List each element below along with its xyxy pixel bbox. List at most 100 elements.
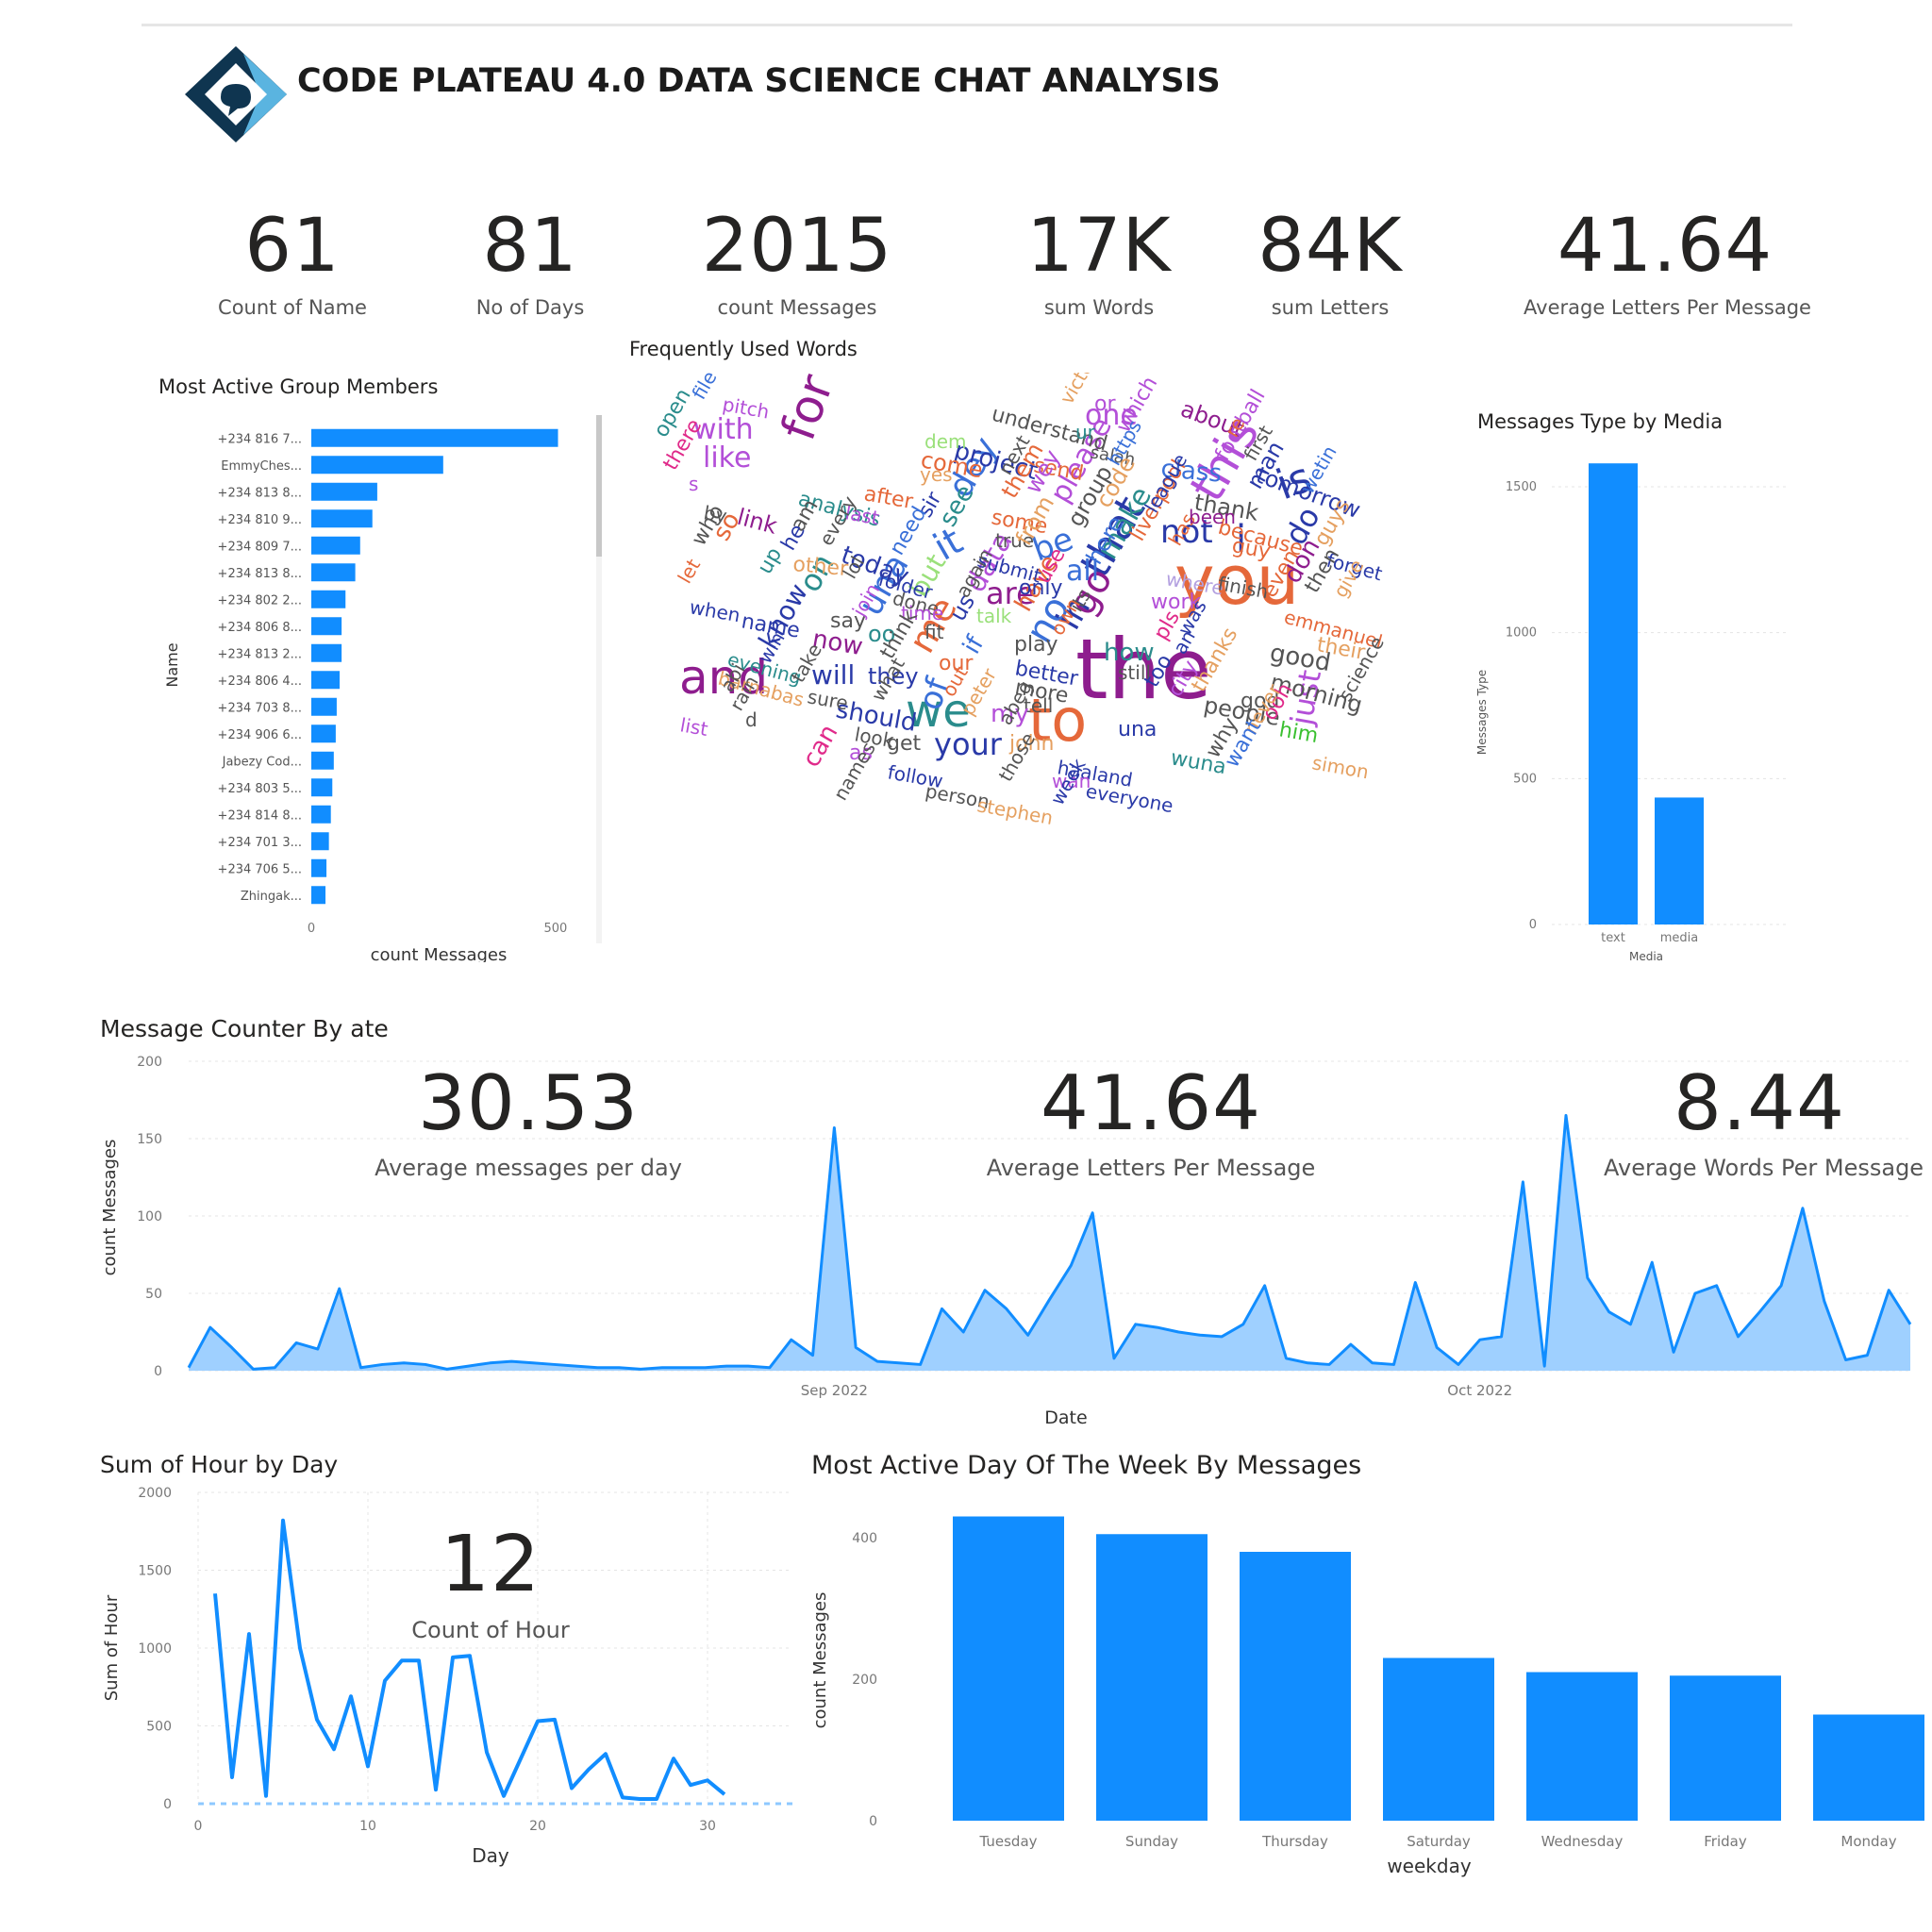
wordcloud-title: Frequently Used Words: [629, 338, 858, 360]
word: john: [1008, 732, 1054, 756]
weekday-bar: [1813, 1714, 1924, 1821]
word: and: [679, 650, 768, 705]
kpi-sum-letters: 84K sum Letters: [1236, 209, 1424, 319]
kpi-value: 12: [440, 1520, 541, 1609]
weekday-bar: [953, 1516, 1064, 1821]
y-tick-label: 1500: [1506, 480, 1537, 494]
y-tick-label: 50: [145, 1287, 162, 1302]
x-tick-label: Wednesday: [1541, 1833, 1624, 1850]
top-divider: [142, 24, 1792, 26]
media-bar-chart: 0 500 1000 1500 text media Media Messages Type: [1475, 463, 1788, 963]
weekday-bar: [1240, 1552, 1351, 1821]
y-tick-label: 200: [852, 1673, 877, 1688]
member-label: +234 813 8...: [218, 567, 302, 581]
word: not: [1160, 513, 1213, 551]
member-label: EmmyChes...: [221, 459, 302, 474]
kpi-value: 41.64: [1557, 204, 1774, 289]
word: all: [1066, 555, 1099, 588]
member-label: +234 816 7...: [218, 432, 302, 446]
member-bar: [311, 563, 356, 582]
member-label: +234 813 2...: [218, 647, 302, 661]
weekday-bar-chart: 0 200 400 Tuesday Sunday Thursday Saturday Wedn…: [810, 1516, 1924, 1877]
member-bar: [311, 643, 342, 662]
word: una: [1118, 718, 1157, 741]
x-tick-label: 20: [529, 1819, 546, 1834]
word: with: [693, 413, 754, 446]
word: we: [906, 685, 971, 738]
word: can: [797, 720, 843, 772]
kpi-label: count Messages: [717, 296, 877, 319]
member-label: +234 810 9...: [218, 513, 302, 527]
word: by: [702, 501, 728, 527]
media-bar: [1589, 463, 1638, 924]
kpi-label: Average messages per day: [375, 1155, 682, 1181]
y-axis-label: Messages Type: [1475, 670, 1489, 755]
scrollbar-track: [596, 415, 602, 943]
y-axis-label: count Messages: [100, 1140, 120, 1276]
y-tick-label: 1000: [138, 1641, 172, 1657]
hours-chart-title: Sum of Hour by Day: [100, 1451, 339, 1478]
x-tick-label: 0: [194, 1819, 203, 1834]
x-axis-label: Date: [1044, 1407, 1087, 1428]
member-bar: [311, 590, 346, 608]
word: to: [1028, 686, 1087, 755]
message-timeline-area-chart: 0 50 100 150 200 Sep 2022 Oct 2022 Date count Me…: [100, 1055, 1912, 1428]
members-chart-title: Most Active Group Members: [158, 375, 439, 398]
kpi-label: sum Words: [1043, 296, 1155, 319]
member-bar: [311, 832, 329, 851]
x-tick-label: Oct 2022: [1447, 1382, 1512, 1399]
word: s: [689, 473, 698, 495]
member-bar: [311, 724, 336, 743]
word: i: [1236, 518, 1246, 561]
member-bar: [311, 805, 331, 824]
member-bar: [311, 886, 326, 905]
kpi-label: Average Letters Per Message: [986, 1155, 1316, 1181]
member-bar: [311, 858, 327, 877]
word: your: [934, 726, 1003, 762]
x-axis-label: Media: [1629, 950, 1663, 963]
kpi-average-words-per-message: 8.44 Average Words Per Message: [1604, 1066, 1924, 1182]
word: up: [754, 543, 788, 578]
media-bar: [1655, 797, 1704, 924]
word: are: [986, 575, 1035, 611]
word: d: [745, 708, 758, 731]
member-bar: [311, 536, 360, 555]
member-label: +234 803 5...: [218, 782, 302, 796]
y-tick-label: 1000: [1506, 626, 1537, 641]
word: let: [674, 555, 706, 587]
x-axis-label: count Messages: [371, 945, 508, 962]
kpi-no-of-days: 81 No of Days: [436, 209, 625, 319]
word: class: [1159, 455, 1223, 489]
member-bar: [311, 428, 558, 447]
member-bar: [311, 509, 373, 528]
word: time: [901, 602, 943, 625]
word: our: [939, 652, 974, 675]
kpi-value: 41.64: [1040, 1059, 1262, 1147]
word: yes: [920, 463, 953, 486]
kpi-average-messages-per-day: 30.53 Average messages per day: [358, 1066, 698, 1182]
y-tick-label: 150: [137, 1132, 162, 1147]
x-tick-label: 10: [359, 1819, 376, 1834]
x-tick-label: 30: [699, 1819, 716, 1834]
kpi-label: Count of Name: [218, 296, 367, 319]
y-tick-label: 0: [154, 1364, 162, 1379]
kpi-count-messages: 2015 count Messages: [684, 209, 910, 319]
member-bar: [311, 778, 333, 797]
word: stephen: [975, 793, 1055, 829]
member-label: +234 906 6...: [218, 728, 302, 742]
member-bar: [311, 671, 341, 690]
area-fill: [189, 1115, 1910, 1371]
x-tick-label: Thursday: [1261, 1833, 1328, 1850]
y-tick-label: 2000: [138, 1486, 172, 1501]
word: how: [1104, 639, 1155, 667]
member-bar: [311, 697, 337, 716]
word: play: [1014, 633, 1058, 657]
member-label: +234 814 8...: [218, 808, 302, 823]
y-tick-label: 0: [869, 1814, 877, 1829]
word: names: [829, 738, 880, 804]
members-bar-chart: +234 816 7... EmmyChes... +234 813 8... +23…: [163, 415, 602, 962]
area-line: [187, 1113, 1912, 1371]
x-tick-label: media: [1660, 931, 1699, 945]
weekday-bar: [1096, 1534, 1208, 1821]
word: will: [811, 659, 855, 691]
